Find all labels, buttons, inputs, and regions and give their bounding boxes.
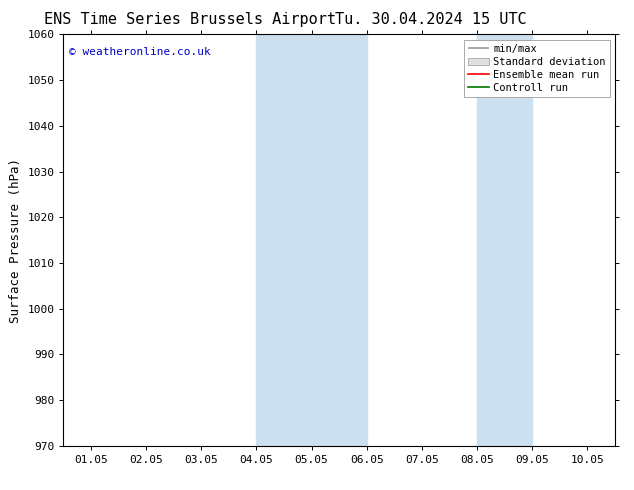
Text: Tu. 30.04.2024 15 UTC: Tu. 30.04.2024 15 UTC [335,12,527,27]
Y-axis label: Surface Pressure (hPa): Surface Pressure (hPa) [9,158,22,322]
Bar [477,34,533,446]
Bar [256,34,367,446]
Legend: min/max, Standard deviation, Ensemble mean run, Controll run: min/max, Standard deviation, Ensemble me… [464,40,610,97]
Text: © weatheronline.co.uk: © weatheronline.co.uk [69,47,210,57]
Text: ENS Time Series Brussels Airport: ENS Time Series Brussels Airport [44,12,336,27]
